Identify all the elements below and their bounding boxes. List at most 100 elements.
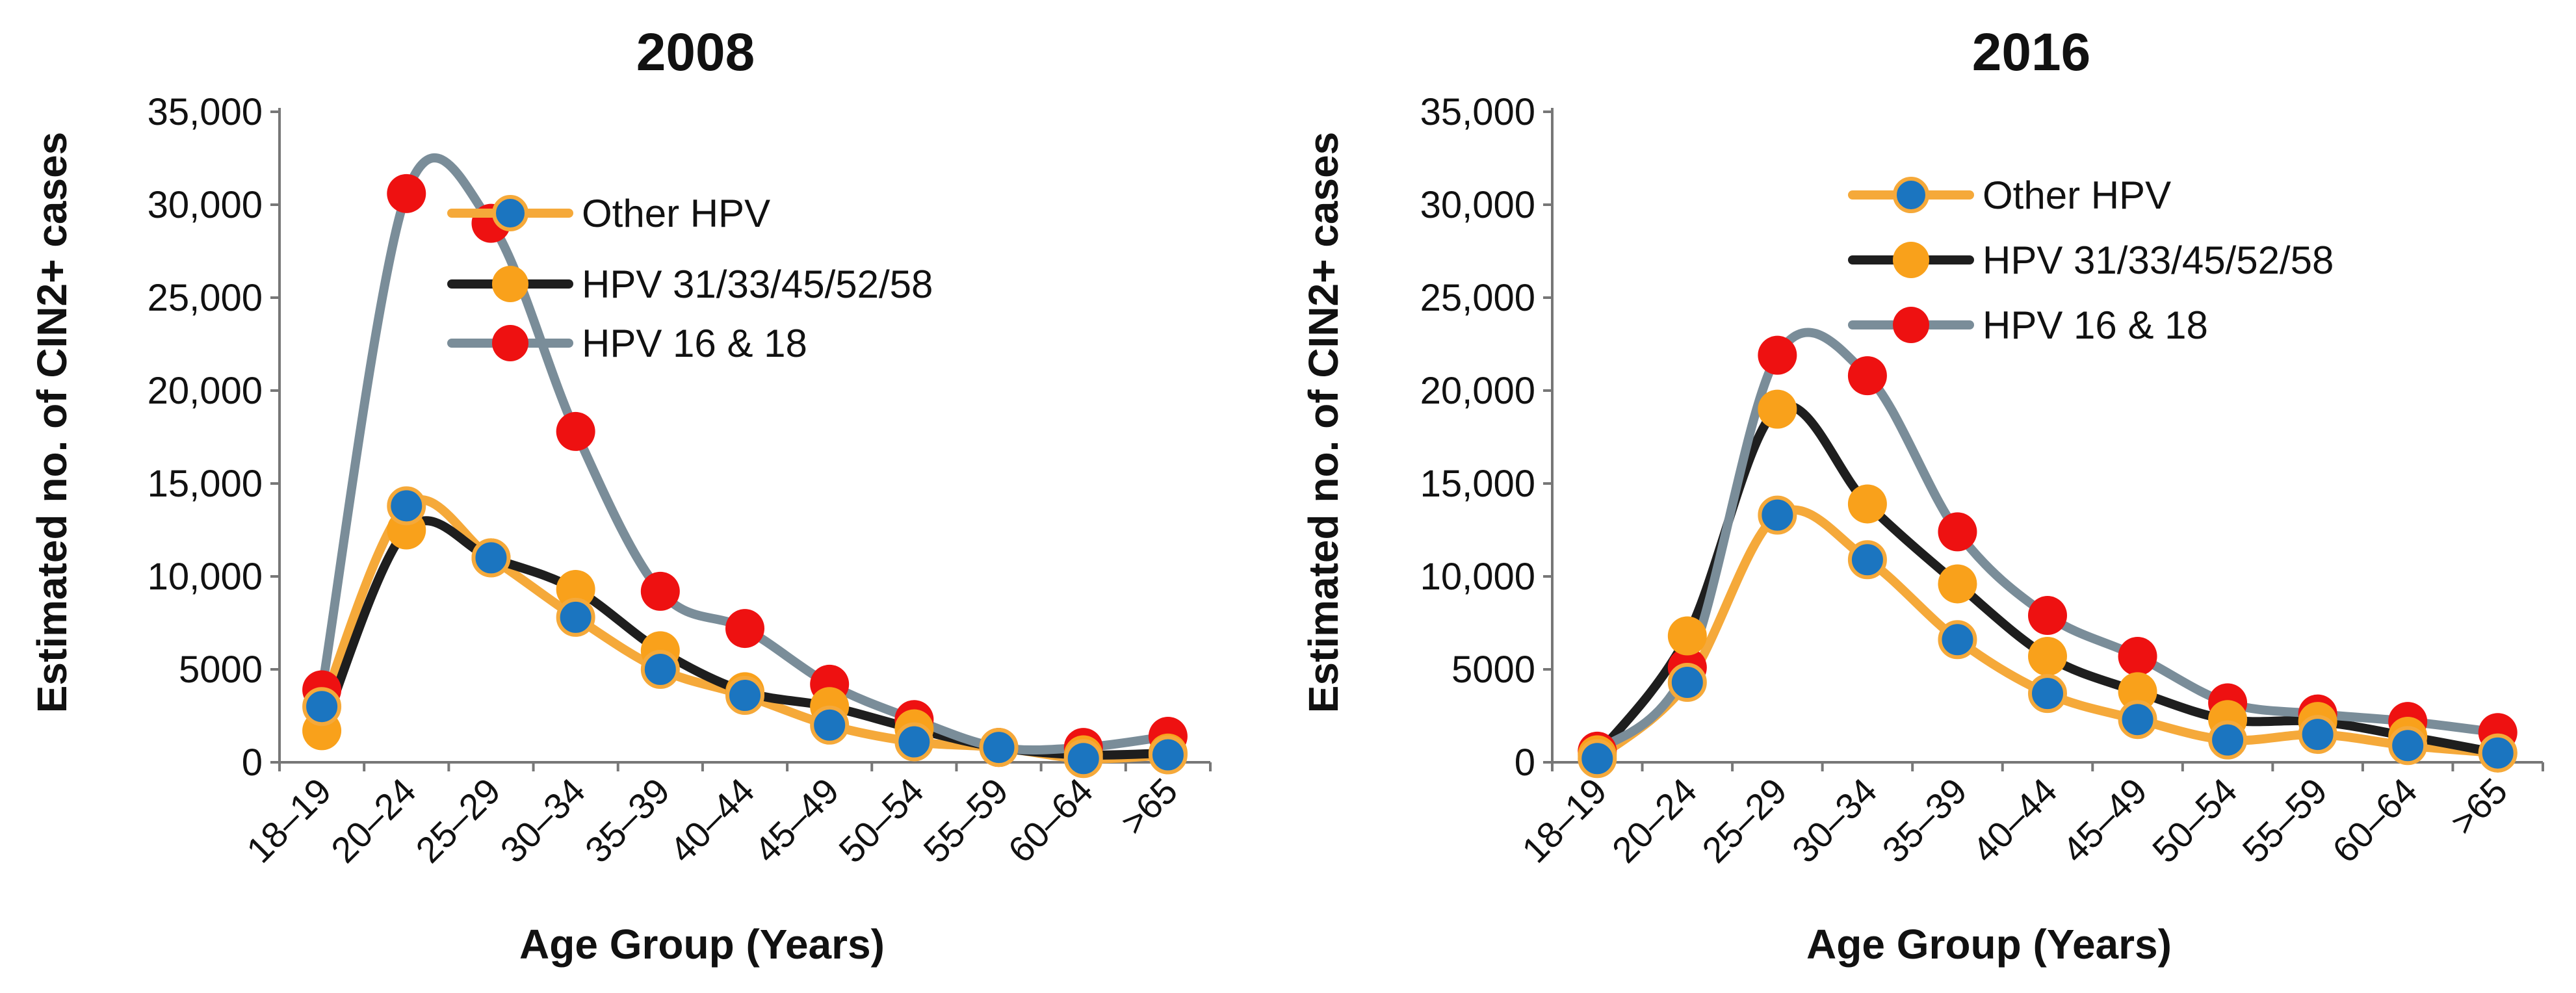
x-tick-label: 35–39 <box>577 770 678 871</box>
data-point-other <box>640 650 680 689</box>
data-point-other <box>1578 739 1617 779</box>
x-tick-label: >65 <box>2442 770 2515 843</box>
data-point-mid <box>1667 616 1707 656</box>
axes <box>1551 108 2543 764</box>
data-point-other <box>1847 540 1887 580</box>
legend-label: HPV 16 & 18 <box>1983 303 2208 347</box>
x-tick-label: 18–19 <box>239 770 339 871</box>
x-axis-label: Age Group (Years) <box>1806 921 2172 968</box>
y-tick-label: 15,000 <box>148 463 263 505</box>
data-point-high <box>1938 512 1977 552</box>
data-point-high <box>556 411 595 451</box>
legend-label: HPV 16 & 18 <box>582 322 807 365</box>
data-point-other <box>725 676 764 716</box>
series-line-high <box>317 153 1173 755</box>
data-point-mid <box>2028 636 2067 676</box>
data-point-other <box>387 486 426 526</box>
legend-item-mid: HPV 31/33/45/52/58 <box>1848 239 2334 282</box>
y-ticks: 0 5000 10,000 15,000 20,000 25,000 30,000 35,00… <box>148 91 280 784</box>
data-point-mid <box>1847 484 1887 524</box>
legend-item-high: HPV 16 & 18 <box>1848 303 2208 347</box>
y-tick-label: 15,000 <box>1420 463 1535 505</box>
legend-item-mid: HPV 31/33/45/52/58 <box>447 263 933 306</box>
legend-swatch-marker <box>1893 177 1929 213</box>
data-point-high <box>1847 356 1887 396</box>
legend-swatch-marker <box>492 325 528 361</box>
y-tick-label: 10,000 <box>148 556 263 598</box>
x-tick-label: 60–64 <box>2324 770 2425 871</box>
chart-panel-2016: 2016 Estimated no. of CIN2+ cases Age Gr… <box>1300 23 2544 968</box>
y-axis-label: Estimated no. of CIN2+ cases <box>29 132 75 714</box>
legend-label: Other HPV <box>1983 174 2171 217</box>
x-axis-label: Age Group (Years) <box>519 921 885 968</box>
data-point-mid <box>1938 564 1977 604</box>
y-tick-label: 5000 <box>1451 649 1535 691</box>
data-point-other <box>894 722 934 762</box>
y-tick-label: 0 <box>1515 742 1535 784</box>
y-axis-label: Estimated no. of CIN2+ cases <box>1300 132 1347 714</box>
data-point-other <box>979 728 1019 767</box>
data-point-other <box>2298 715 2337 754</box>
y-tick-label: 25,000 <box>1420 277 1535 319</box>
series-group <box>302 153 1188 779</box>
x-ticks: 18–1920–2425–2930–3435–3940–4445–4950–54… <box>239 762 1212 871</box>
legend-swatch-marker <box>492 195 528 231</box>
x-tick-label: 20–24 <box>1604 770 1705 871</box>
y-tick-label: 20,000 <box>148 370 263 412</box>
chart-title: 2008 <box>636 23 755 82</box>
legend-swatch-marker <box>1893 242 1929 278</box>
y-tick-label: 0 <box>242 742 263 784</box>
x-tick-label: 35–39 <box>1874 770 1975 871</box>
x-tick-label: 30–34 <box>1784 770 1885 871</box>
x-tick-label: 55–59 <box>2234 770 2335 871</box>
data-point-other <box>302 687 342 727</box>
legend-label: HPV 31/33/45/52/58 <box>1983 239 2334 282</box>
x-tick-label: 45–49 <box>2054 770 2155 871</box>
x-tick-label: 18–19 <box>1514 770 1615 871</box>
x-tick-label: 45–49 <box>746 770 847 871</box>
y-tick-label: 10,000 <box>1420 556 1535 598</box>
data-point-other <box>810 705 850 745</box>
data-point-other <box>1667 663 1707 703</box>
legend: Other HPV HPV 31/33/45/52/58 HPV 16 & 18 <box>447 192 933 365</box>
data-point-other <box>2388 726 2428 766</box>
data-point-other <box>471 538 511 578</box>
legend: Other HPV HPV 31/33/45/52/58 HPV 16 & 18 <box>1848 174 2334 347</box>
data-point-high <box>1758 335 1797 375</box>
data-point-other <box>2478 733 2517 773</box>
legend-swatch-marker <box>492 266 528 302</box>
data-point-high <box>387 174 426 213</box>
legend-swatch-marker <box>1893 307 1929 343</box>
x-tick-label: >65 <box>1113 770 1186 843</box>
series-markers <box>1578 335 2517 779</box>
y-tick-label: 35,000 <box>148 91 263 133</box>
legend-label: HPV 31/33/45/52/58 <box>582 263 933 306</box>
y-tick-label: 5000 <box>179 649 263 691</box>
x-tick-label: 40–44 <box>662 770 762 871</box>
data-point-high <box>2118 636 2157 676</box>
legend-label: Other HPV <box>582 192 770 235</box>
y-tick-label: 20,000 <box>1420 370 1535 412</box>
x-tick-label: 50–54 <box>831 770 931 871</box>
data-point-mid <box>2118 672 2157 712</box>
data-point-other <box>1148 735 1188 775</box>
legend-item-high: HPV 16 & 18 <box>447 322 807 365</box>
x-tick-label: 20–24 <box>323 770 424 871</box>
data-point-other <box>2208 720 2248 760</box>
y-tick-label: 30,000 <box>1420 184 1535 226</box>
chart-panel-2008: 2008 Estimated no. of CIN2+ cases Age Gr… <box>29 23 1212 968</box>
data-point-mid <box>1758 389 1797 429</box>
x-tick-label: 60–64 <box>1000 770 1101 871</box>
x-tick-label: 25–29 <box>408 770 508 871</box>
x-tick-label: 55–59 <box>915 770 1016 871</box>
chart-title: 2016 <box>1972 23 2090 82</box>
data-point-high <box>640 571 680 611</box>
series-markers <box>302 174 1188 779</box>
y-tick-label: 25,000 <box>148 277 263 319</box>
data-point-other <box>2118 700 2157 740</box>
y-ticks: 0 5000 10,000 15,000 20,000 25,000 30,000 35,00… <box>1420 91 1552 784</box>
axes <box>278 108 1210 764</box>
legend-item-other: Other HPV <box>447 192 770 235</box>
x-tick-label: 50–54 <box>2144 770 2245 871</box>
